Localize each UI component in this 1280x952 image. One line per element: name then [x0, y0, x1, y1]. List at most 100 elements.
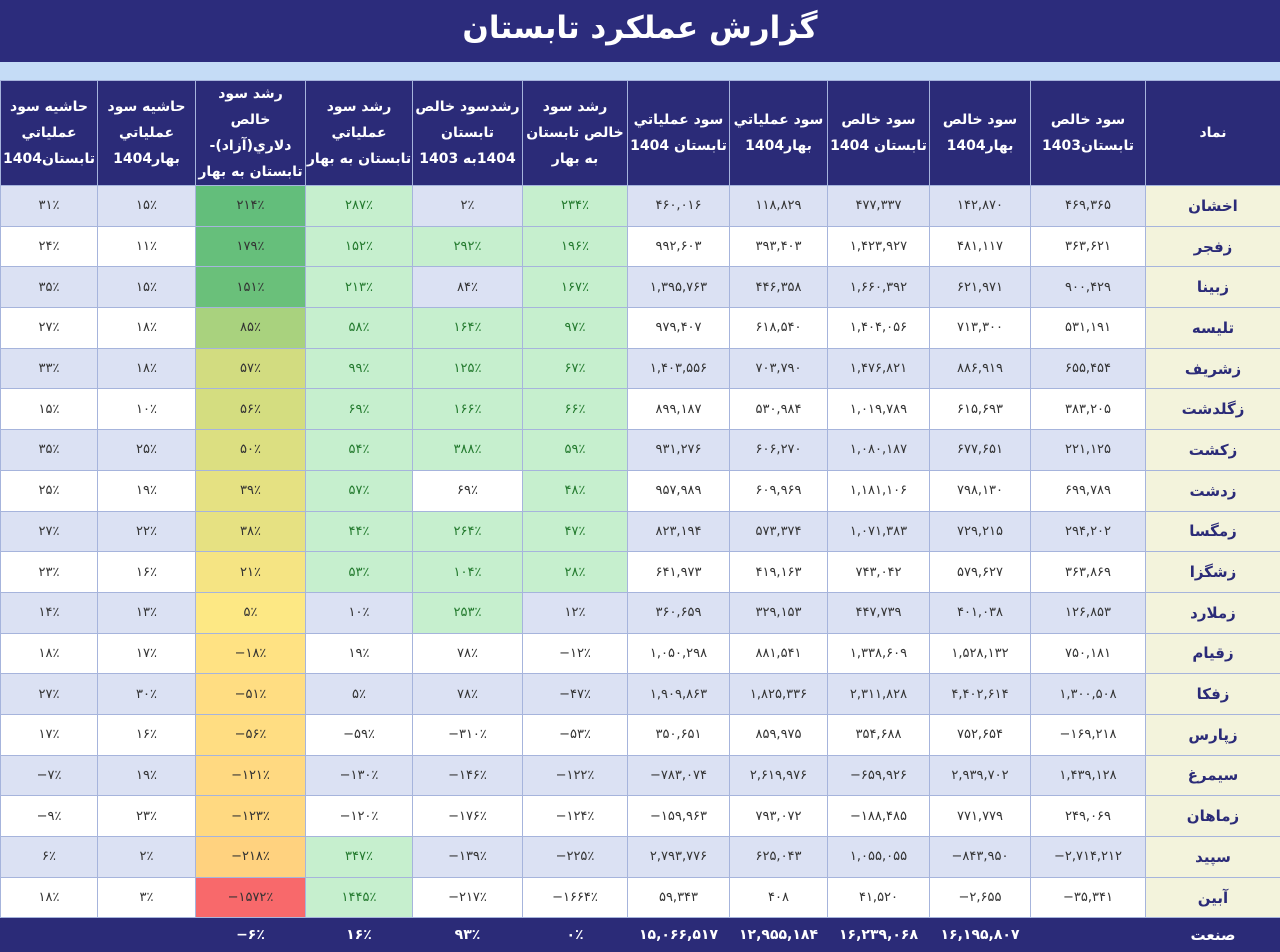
title-divider-strip — [0, 62, 1280, 80]
value-cell: ۶۷٪ — [523, 348, 628, 389]
value-cell: ۲٪ — [413, 186, 523, 227]
value-cell: ۲۵۳٪ — [413, 592, 523, 633]
symbol-cell: زمگسا — [1146, 511, 1280, 552]
column-header: سود عملياتي بهار1404 — [730, 81, 828, 186]
column-header: رشد سود خالص دلاري(آزاد)- تابستان به بها… — [196, 81, 306, 186]
column-header: رشدسود خالص تابستان 1404به 1403 — [413, 81, 523, 186]
value-cell: ۵۸٪ — [306, 308, 413, 349]
industry-total-cell: ۱۶,۱۹۵,۸۰۷ — [930, 918, 1031, 952]
value-cell: ۶۰۹,۹۶۹ — [730, 470, 828, 511]
value-cell: ۱۶۷٪ — [523, 267, 628, 308]
value-cell: ۴۴۷,۷۳۹ — [828, 592, 930, 633]
value-cell: ۱,۹۰۹,۸۶۳ — [628, 674, 730, 715]
value-cell: ۱۴٪ — [1, 592, 98, 633]
value-cell: ۳۲۹,۱۵۳ — [730, 592, 828, 633]
value-cell: −۳۱۰٪ — [413, 714, 523, 755]
column-header: سود خالص تابستان 1404 — [828, 81, 930, 186]
value-cell: ۳۸۳,۲۰۵ — [1031, 389, 1146, 430]
value-cell: −۱۲۴٪ — [523, 796, 628, 837]
value-cell: ۸۹۹,۱۸۷ — [628, 389, 730, 430]
value-cell: ۸۴٪ — [413, 267, 523, 308]
industry-total-cell: ۱۶٪ — [306, 918, 413, 952]
value-cell: ۴۰۸ — [730, 877, 828, 918]
value-cell: ۱۲۵٪ — [413, 348, 523, 389]
column-header: سود خالص بهار1404 — [930, 81, 1031, 186]
value-cell: ۱۹٪ — [98, 755, 196, 796]
value-cell: ۲۷٪ — [1, 511, 98, 552]
value-cell: ۲۹۴,۲۰۲ — [1031, 511, 1146, 552]
value-cell: ۵۴٪ — [306, 430, 413, 471]
value-cell: ۳٪ — [98, 877, 196, 918]
value-cell: ۱,۴۰۳,۵۵۶ — [628, 348, 730, 389]
value-cell: ۵۷۳,۳۷۴ — [730, 511, 828, 552]
value-cell: ۲۹۲٪ — [413, 226, 523, 267]
value-cell: ۱۸٪ — [98, 308, 196, 349]
dollar-growth-cell: ۵٪ — [196, 592, 306, 633]
value-cell: −۱۲۲٪ — [523, 755, 628, 796]
value-cell: ۶۵۵,۴۵۴ — [1031, 348, 1146, 389]
dollar-growth-cell: −۱۸٪ — [196, 633, 306, 674]
column-header: حاشيه سود عملياتي تابستان1404 — [1, 81, 98, 186]
value-cell: ۱,۴۰۴,۰۵۶ — [828, 308, 930, 349]
value-cell: ۷۸٪ — [413, 674, 523, 715]
value-cell: ۶۹٪ — [413, 470, 523, 511]
value-cell: ۶۲۵,۰۴۳ — [730, 837, 828, 878]
value-cell: ۶۴۱,۹۷۳ — [628, 552, 730, 593]
value-cell: −۱۸۸,۴۸۵ — [828, 796, 930, 837]
value-cell: ۱۷٪ — [1, 714, 98, 755]
value-cell: ۲۸۷٪ — [306, 186, 413, 227]
value-cell: ۴۱,۵۲۰ — [828, 877, 930, 918]
value-cell: ۳۹۳,۴۰۳ — [730, 226, 828, 267]
symbol-cell: زبينا — [1146, 267, 1280, 308]
value-cell: ۳۸۸٪ — [413, 430, 523, 471]
value-cell: ۱,۵۲۸,۱۳۲ — [930, 633, 1031, 674]
value-cell: −۵۳٪ — [523, 714, 628, 755]
value-cell: ۲,۹۳۹,۷۰۲ — [930, 755, 1031, 796]
symbol-cell: سيمرغ — [1146, 755, 1280, 796]
value-cell: ۶٪ — [1, 837, 98, 878]
value-cell: ۵٪ — [306, 674, 413, 715]
value-cell: ۲۳٪ — [1, 552, 98, 593]
value-cell: ۶۹٪ — [306, 389, 413, 430]
value-cell: ۱۵٪ — [98, 267, 196, 308]
symbol-cell: زگلدشت — [1146, 389, 1280, 430]
value-cell: ۲,۶۱۹,۹۷۶ — [730, 755, 828, 796]
dollar-growth-cell: ۵۷٪ — [196, 348, 306, 389]
column-header: نماد — [1146, 81, 1280, 186]
value-cell: ۱۸٪ — [98, 348, 196, 389]
symbol-cell: اخشان — [1146, 186, 1280, 227]
value-cell: ۲۶۴٪ — [413, 511, 523, 552]
value-cell: ۱,۴۲۳,۹۲۷ — [828, 226, 930, 267]
value-cell: −۱۵۹,۹۶۳ — [628, 796, 730, 837]
value-cell: −۲,۷۱۴,۲۱۲ — [1031, 837, 1146, 878]
value-cell: ۹۰۰,۴۲۹ — [1031, 267, 1146, 308]
value-cell: ۳۰٪ — [98, 674, 196, 715]
value-cell: −۷۸۳,۰۷۴ — [628, 755, 730, 796]
value-cell: −۸۴۳,۹۵۰ — [930, 837, 1031, 878]
value-cell: ۴۰۱,۰۳۸ — [930, 592, 1031, 633]
value-cell: ۴۴۶,۳۵۸ — [730, 267, 828, 308]
value-cell: −۲۱۷٪ — [413, 877, 523, 918]
value-cell: ۵۳۰,۹۸۴ — [730, 389, 828, 430]
value-cell: ۲٪ — [98, 837, 196, 878]
value-cell: −۲,۶۵۵ — [930, 877, 1031, 918]
report-title: گزارش عملکرد تابستان — [0, 0, 1280, 62]
value-cell: ۱۹۶٪ — [523, 226, 628, 267]
value-cell: ۱,۰۸۰,۱۸۷ — [828, 430, 930, 471]
value-cell: ۲,۷۹۳,۷۷۶ — [628, 837, 730, 878]
value-cell: −۷٪ — [1, 755, 98, 796]
industry-total-cell: ۱۵,۰۶۶,۵۱۷ — [628, 918, 730, 952]
value-cell: ۷۰۳,۷۹۰ — [730, 348, 828, 389]
value-cell: ۱۶۶٪ — [413, 389, 523, 430]
value-cell: −۹٪ — [1, 796, 98, 837]
value-cell: ۱۶٪ — [98, 714, 196, 755]
industry-total-cell — [1, 918, 98, 952]
